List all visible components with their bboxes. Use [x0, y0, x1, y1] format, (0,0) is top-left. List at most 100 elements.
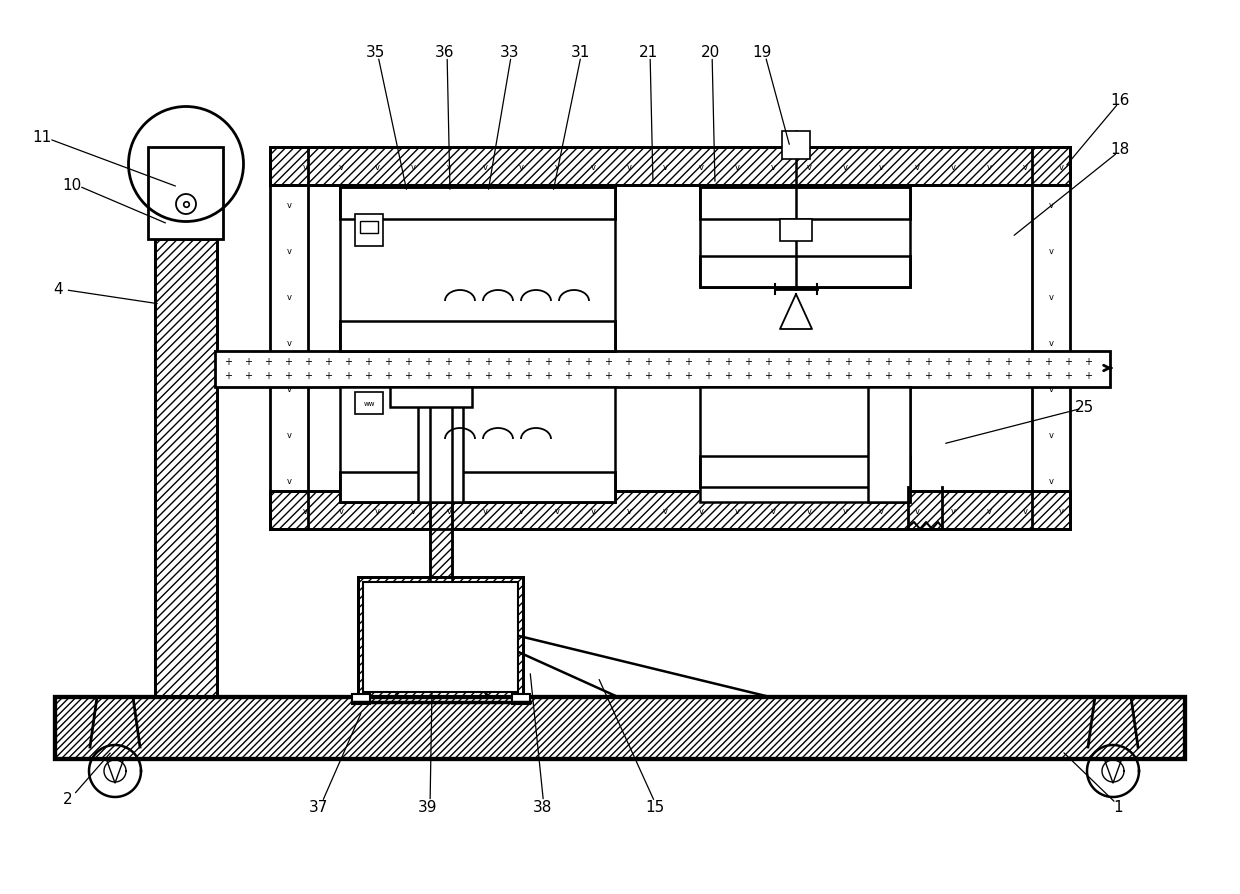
Bar — [363, 582, 518, 692]
Bar — [358, 578, 523, 697]
Text: v: v — [590, 163, 595, 172]
Text: +: + — [584, 357, 591, 367]
Bar — [782, 131, 810, 160]
Text: v: v — [626, 506, 631, 515]
Text: v: v — [286, 476, 291, 485]
Bar — [701, 457, 910, 487]
Bar — [701, 388, 910, 502]
Text: v: v — [1023, 163, 1028, 172]
Bar — [270, 148, 1070, 186]
Text: v: v — [286, 430, 291, 439]
Text: +: + — [365, 357, 372, 367]
Text: +: + — [624, 371, 632, 381]
Text: +: + — [904, 357, 911, 367]
Text: +: + — [724, 371, 732, 381]
Text: +: + — [284, 371, 291, 381]
Bar — [701, 457, 910, 487]
Text: +: + — [464, 371, 472, 381]
Text: 37: 37 — [309, 799, 327, 814]
Text: v: v — [734, 163, 739, 172]
Text: +: + — [663, 357, 672, 367]
Text: v: v — [286, 338, 291, 347]
Text: +: + — [264, 371, 272, 381]
Text: +: + — [564, 371, 572, 381]
Bar — [391, 388, 472, 408]
Text: +: + — [1064, 357, 1073, 367]
Text: v: v — [374, 506, 379, 515]
Text: 35: 35 — [366, 45, 384, 59]
Text: +: + — [304, 371, 312, 381]
Text: v: v — [446, 506, 451, 515]
Text: +: + — [764, 357, 773, 367]
Text: +: + — [825, 357, 832, 367]
Text: +: + — [604, 357, 613, 367]
Text: +: + — [244, 357, 252, 367]
Text: +: + — [424, 371, 432, 381]
Text: v: v — [1023, 506, 1028, 515]
Text: +: + — [963, 371, 972, 381]
Text: ww: ww — [363, 401, 374, 407]
Text: v: v — [951, 163, 956, 172]
Text: +: + — [924, 357, 932, 367]
Text: +: + — [884, 357, 892, 367]
Text: v: v — [1049, 338, 1054, 347]
Bar — [270, 492, 1070, 529]
Bar — [868, 388, 910, 502]
Text: v: v — [842, 163, 847, 172]
Bar — [701, 188, 910, 220]
Text: +: + — [224, 357, 232, 367]
Text: v: v — [374, 163, 379, 172]
Text: +: + — [503, 371, 512, 381]
Text: +: + — [884, 371, 892, 381]
Text: v: v — [806, 506, 811, 515]
Bar — [701, 188, 910, 220]
Text: v: v — [734, 506, 739, 515]
Text: v: v — [482, 506, 487, 515]
Text: +: + — [1004, 371, 1012, 381]
Text: +: + — [544, 371, 552, 381]
Bar — [55, 697, 1185, 759]
Text: +: + — [704, 371, 712, 381]
Text: +: + — [924, 371, 932, 381]
Text: v: v — [1059, 506, 1064, 515]
Bar — [155, 240, 217, 697]
Text: +: + — [1024, 371, 1032, 381]
Text: v: v — [842, 506, 847, 515]
Text: v: v — [446, 163, 451, 172]
Text: +: + — [224, 371, 232, 381]
Text: +: + — [525, 371, 532, 381]
Bar — [340, 472, 615, 502]
Text: +: + — [985, 357, 992, 367]
Text: +: + — [404, 357, 412, 367]
Text: 10: 10 — [62, 177, 82, 192]
Bar — [270, 492, 1070, 529]
Text: v: v — [770, 506, 775, 515]
Text: v: v — [554, 163, 559, 172]
Text: +: + — [684, 371, 692, 381]
Text: +: + — [343, 357, 352, 367]
Text: v: v — [339, 163, 343, 172]
Text: 38: 38 — [532, 799, 552, 814]
Text: +: + — [744, 371, 751, 381]
Text: +: + — [584, 371, 591, 381]
Text: +: + — [1044, 357, 1052, 367]
Text: v: v — [878, 163, 884, 172]
Text: v: v — [1059, 163, 1064, 172]
Text: v: v — [806, 163, 811, 172]
Text: 39: 39 — [418, 799, 438, 814]
Text: v: v — [987, 506, 992, 515]
Text: v: v — [1049, 384, 1054, 393]
Text: +: + — [604, 371, 613, 381]
Text: v: v — [915, 163, 920, 172]
Text: 4: 4 — [53, 283, 63, 297]
Bar — [512, 695, 529, 704]
Text: v: v — [590, 506, 595, 515]
Text: +: + — [825, 371, 832, 381]
Text: +: + — [384, 357, 392, 367]
Bar — [355, 215, 383, 247]
Text: 1: 1 — [1114, 799, 1122, 814]
Bar — [355, 392, 383, 415]
Bar — [340, 322, 615, 351]
Bar — [340, 472, 615, 502]
Bar — [340, 388, 615, 502]
